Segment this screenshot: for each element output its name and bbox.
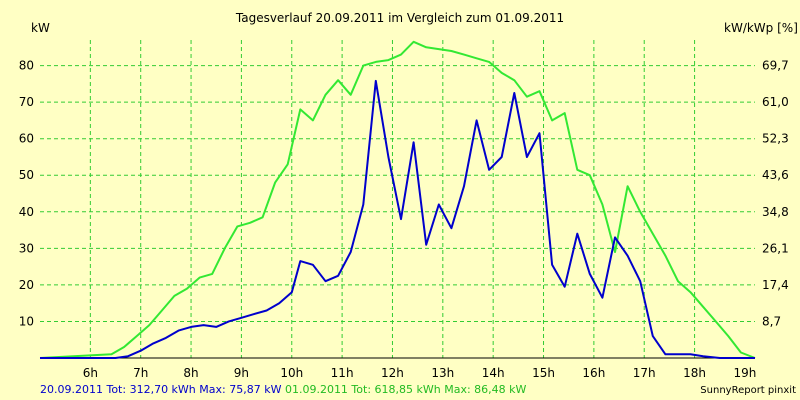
y-tick-label-right-7: 69,7 — [762, 59, 789, 73]
x-tick-label-5: 11h — [331, 366, 354, 380]
x-tick-label-11: 17h — [633, 366, 656, 380]
x-tick-label-10: 16h — [582, 366, 605, 380]
chart-title: Tagesverlauf 20.09.2011 im Vergleich zum… — [235, 11, 564, 25]
y-tick-label-left-5: 60 — [19, 132, 34, 146]
x-tick-label-12: 18h — [683, 366, 706, 380]
x-tick-label-0: 6h — [83, 366, 98, 380]
y-tick-label-left-0: 10 — [19, 314, 34, 328]
legend-series-2: 01.09.2011 Tot: 618,85 kWh Max: 86,48 kW — [284, 383, 527, 396]
x-tick-label-2: 8h — [183, 366, 198, 380]
x-tick-label-9: 15h — [532, 366, 555, 380]
y-tick-label-right-1: 17,4 — [762, 278, 789, 292]
series-line-2 — [39, 40, 756, 359]
x-axis: 6h 7h 8h 9h 10h 11h 12h 13h 14h 15h 16h 17h 18h 19h — [83, 366, 757, 380]
y-tick-label-right-4: 43,6 — [762, 168, 789, 182]
x-tick-label-13: 19h — [733, 366, 756, 380]
series-line-1 — [40, 79, 755, 359]
series-lines — [39, 40, 756, 359]
y-tick-label-left-2: 30 — [19, 241, 34, 255]
x-tick-label-4: 10h — [280, 366, 303, 380]
x-tick-label-3: 9h — [234, 366, 249, 380]
x-tick-label-6: 12h — [381, 366, 404, 380]
y-axis-label-right: kW/kWp [%] — [724, 21, 798, 35]
y-tick-label-left-3: 40 — [19, 205, 34, 219]
y-axis-right: 8,7 17,4 26,1 34,8 43,6 52,3 61,0 69,7 — [762, 59, 789, 329]
x-tick-label-7: 13h — [431, 366, 454, 380]
y-tick-label-right-6: 61,0 — [762, 95, 789, 109]
y-tick-label-left-4: 50 — [19, 168, 34, 182]
x-tick-label-8: 14h — [482, 366, 505, 380]
y-tick-label-right-3: 34,8 — [762, 205, 789, 219]
legend-series-1: 20.09.2011 Tot: 312,70 kWh Max: 75,87 kW — [40, 383, 282, 396]
y-tick-label-right-2: 26,1 — [762, 241, 789, 255]
y-tick-label-left-6: 70 — [19, 95, 34, 109]
chart-footer: 20.09.2011 Tot: 312,70 kWh Max: 75,87 kW… — [40, 383, 526, 396]
y-tick-label-right-0: 8,7 — [762, 314, 781, 328]
y-tick-label-left-1: 20 — [19, 278, 34, 292]
y-tick-label-right-5: 52,3 — [762, 132, 789, 146]
credit-text: SunnyReport pinxit — [700, 385, 796, 396]
y-tick-label-left-7: 80 — [19, 59, 34, 73]
grid-lines — [40, 40, 755, 358]
x-tick-label-1: 7h — [133, 366, 148, 380]
y-axis-left: 10 20 30 40 50 60 70 80 — [19, 59, 34, 329]
y-axis-label-left: kW — [31, 21, 50, 35]
